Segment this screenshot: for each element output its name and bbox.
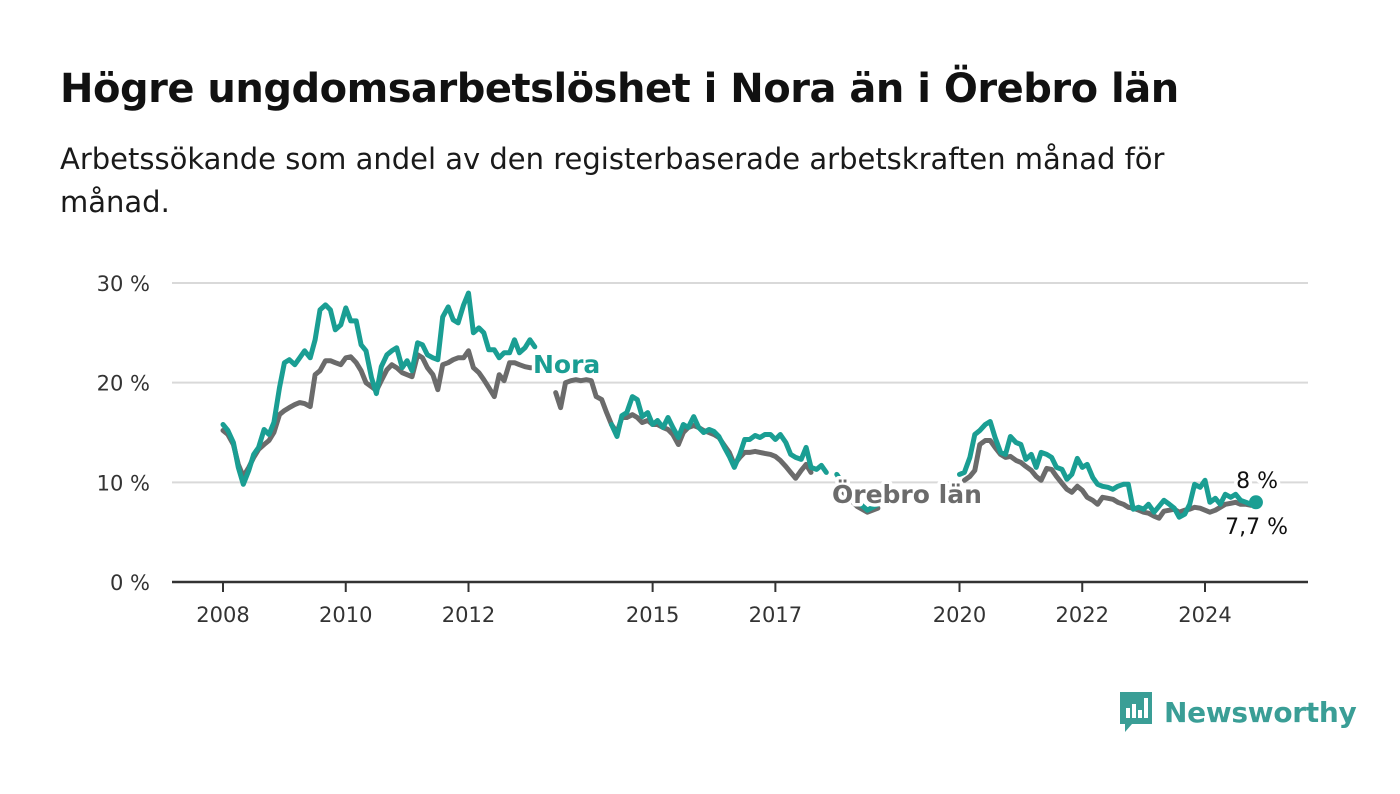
series-line-nora <box>220 290 538 487</box>
brand-name: Newsworthy <box>1164 695 1357 729</box>
y-tick-label: 10 % <box>97 471 150 495</box>
nora-end-point <box>1248 495 1263 510</box>
series-line-nora <box>957 419 1259 520</box>
chart-title: Högre ungdomsarbetslöshet i Nora än i Ör… <box>60 66 1179 112</box>
series-label-orebro-lan-halo: Örebro län <box>832 479 982 509</box>
x-tick-label: 2008 <box>196 603 249 627</box>
series-line-orebro-lan <box>961 438 1259 521</box>
series-line-nora <box>834 471 881 513</box>
chart-subtitle: Arbetssökande som andel av den registerb… <box>60 142 1165 219</box>
x-tick-label: 2024 <box>1178 603 1231 627</box>
y-axis-ticks: 0 % 10 % 20 % 30 % <box>97 272 150 595</box>
x-axis: 2008 2010 2012 2015 2017 2020 2022 2024 <box>172 580 1308 627</box>
end-label-nora-halo: 8 % <box>1236 469 1278 494</box>
series-line-nora <box>609 394 829 475</box>
x-tick-label: 2020 <box>933 603 986 627</box>
x-tick-label: 2010 <box>319 603 372 627</box>
end-label-nora: 8 % <box>1236 469 1278 494</box>
end-label-orebro-lan-halo: 7,7 % <box>1225 515 1288 540</box>
x-tick-label: 2012 <box>442 603 495 627</box>
newsworthy-logo: Newsworthy <box>1118 690 1357 734</box>
series-line-orebro-lan <box>553 377 814 481</box>
x-tick-label: 2015 <box>626 603 679 627</box>
y-tick-label: 20 % <box>97 372 150 396</box>
end-label-orebro-lan: 7,7 % <box>1225 515 1288 540</box>
series-lines <box>220 290 1263 521</box>
series-label-nora: Nora <box>533 350 600 379</box>
series-label-nora-halo: Nora <box>533 350 600 379</box>
y-tick-label: 0 % <box>110 571 150 595</box>
grid-lines <box>172 282 1308 484</box>
x-tick-label: 2017 <box>749 603 802 627</box>
x-tick-label: 2022 <box>1056 603 1109 627</box>
bar-chart-speech-bubble-icon <box>1120 692 1152 732</box>
series-label-orebro-lan: Örebro län <box>832 479 982 509</box>
y-tick-label: 30 % <box>97 272 150 296</box>
